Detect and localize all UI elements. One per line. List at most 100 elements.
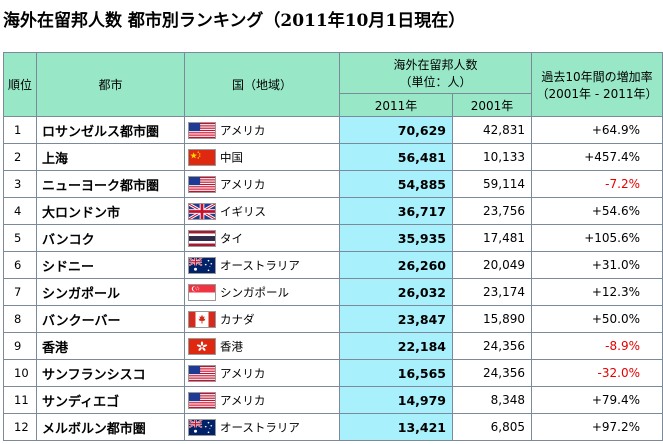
growth-rate-cell: +97.2% bbox=[531, 413, 663, 441]
australia-flag-icon bbox=[188, 256, 216, 274]
country-name: アメリカ bbox=[220, 393, 266, 407]
value-2011-cell: 56,481 bbox=[339, 143, 453, 171]
value-2001-cell: 59,114 bbox=[452, 170, 532, 198]
header-residents: 海外在留邦人数 （単位：人） bbox=[339, 52, 532, 94]
rank-cell: 3 bbox=[3, 170, 37, 198]
table-row: 6 シドニー オーストラリア 26,260 20,049 +31.0% bbox=[3, 251, 663, 279]
value-2011-cell: 22,184 bbox=[339, 332, 453, 360]
us-flag-icon bbox=[188, 175, 216, 193]
growth-rate-cell: +79.4% bbox=[531, 386, 663, 414]
singapore-flag-icon bbox=[188, 283, 216, 301]
table-row: 8 バンクーバー カナダ 23,847 15,890 +50.0% bbox=[3, 305, 663, 333]
rank-cell: 11 bbox=[3, 386, 37, 414]
header-rate-line2: （2001年 - 2011年） bbox=[536, 86, 658, 101]
rank-cell: 6 bbox=[3, 251, 37, 279]
table-row: 2 上海 中国 56,481 10,133 +457.4% bbox=[3, 143, 663, 171]
country-cell: カナダ bbox=[184, 305, 340, 333]
header-rank: 順位 bbox=[3, 52, 37, 117]
country-cell: アメリカ bbox=[184, 359, 340, 387]
country-name: シンガポール bbox=[220, 285, 289, 299]
country-cell: タイ bbox=[184, 224, 340, 252]
rank-cell: 5 bbox=[3, 224, 37, 252]
table-row: 9 香港 香港 22,184 24,356 -8.9% bbox=[3, 332, 663, 360]
header-city: 都市 bbox=[36, 52, 185, 117]
city-cell: 大ロンドン市 bbox=[36, 197, 185, 225]
growth-rate-cell: -32.0% bbox=[531, 359, 663, 387]
country-name: カナダ bbox=[220, 312, 255, 326]
header-year-2011: 2011年 bbox=[339, 93, 453, 117]
value-2001-cell: 23,756 bbox=[452, 197, 532, 225]
canada-flag-icon bbox=[188, 310, 216, 328]
city-cell: メルボルン都市圏 bbox=[36, 413, 185, 441]
city-cell: サンフランシスコ bbox=[36, 359, 185, 387]
table-row: 1 ロサンゼルス都市圏 アメリカ 70,629 42,831 +64.9% bbox=[3, 116, 663, 144]
value-2001-cell: 24,356 bbox=[452, 359, 532, 387]
country-cell: イギリス bbox=[184, 197, 340, 225]
value-2001-cell: 15,890 bbox=[452, 305, 532, 333]
city-cell: バンクーバー bbox=[36, 305, 185, 333]
growth-rate-cell: +54.6% bbox=[531, 197, 663, 225]
us-flag-icon bbox=[188, 391, 216, 409]
value-2001-cell: 23,174 bbox=[452, 278, 532, 306]
table-body: 1 ロサンゼルス都市圏 アメリカ 70,629 42,831 +64.9% 2 上海 中国 56,… bbox=[3, 116, 663, 441]
growth-rate-cell: -7.2% bbox=[531, 170, 663, 198]
country-name: イギリス bbox=[220, 204, 266, 218]
city-cell: ニューヨーク都市圏 bbox=[36, 170, 185, 198]
value-2011-cell: 70,629 bbox=[339, 116, 453, 144]
value-2011-cell: 13,421 bbox=[339, 413, 453, 441]
value-2011-cell: 16,565 bbox=[339, 359, 453, 387]
table-row: 7 シンガポール シンガポール 26,032 23,174 +12.3% bbox=[3, 278, 663, 306]
uk-flag-icon bbox=[188, 202, 216, 220]
country-cell: アメリカ bbox=[184, 386, 340, 414]
value-2001-cell: 17,481 bbox=[452, 224, 532, 252]
table-row: 4 大ロンドン市 イギリス 36,717 23,756 +54.6% bbox=[3, 197, 663, 225]
country-cell: シンガポール bbox=[184, 278, 340, 306]
value-2001-cell: 42,831 bbox=[452, 116, 532, 144]
country-cell: 香港 bbox=[184, 332, 340, 360]
header-rate: 過去10年間の増加率 （2001年 - 2011年） bbox=[531, 52, 663, 117]
country-name: オーストラリア bbox=[220, 258, 300, 272]
country-cell: オーストラリア bbox=[184, 251, 340, 279]
table-row: 12 メルボルン都市圏 オーストラリア 13,421 6,805 +97.2% bbox=[3, 413, 663, 441]
value-2001-cell: 24,356 bbox=[452, 332, 532, 360]
value-2011-cell: 23,847 bbox=[339, 305, 453, 333]
us-flag-icon bbox=[188, 364, 216, 382]
value-2011-cell: 26,032 bbox=[339, 278, 453, 306]
rank-cell: 9 bbox=[3, 332, 37, 360]
value-2011-cell: 26,260 bbox=[339, 251, 453, 279]
header-rate-line1: 過去10年間の増加率 bbox=[541, 69, 653, 84]
rank-cell: 12 bbox=[3, 413, 37, 441]
header-country: 国（地域） bbox=[184, 52, 340, 117]
header-residents-line1: 海外在留邦人数 bbox=[393, 58, 478, 72]
growth-rate-cell: -8.9% bbox=[531, 332, 663, 360]
thailand-flag-icon bbox=[188, 229, 216, 247]
country-cell: アメリカ bbox=[184, 170, 340, 198]
rank-cell: 8 bbox=[3, 305, 37, 333]
city-cell: シンガポール bbox=[36, 278, 185, 306]
country-name: アメリカ bbox=[220, 123, 266, 137]
value-2011-cell: 54,885 bbox=[339, 170, 453, 198]
rank-cell: 1 bbox=[3, 116, 37, 144]
city-cell: バンコク bbox=[36, 224, 185, 252]
country-name: アメリカ bbox=[220, 177, 266, 191]
growth-rate-cell: +105.6% bbox=[531, 224, 663, 252]
growth-rate-cell: +457.4% bbox=[531, 143, 663, 171]
value-2001-cell: 8,348 bbox=[452, 386, 532, 414]
us-flag-icon bbox=[188, 121, 216, 139]
rank-cell: 2 bbox=[3, 143, 37, 171]
country-name: アメリカ bbox=[220, 366, 266, 380]
china-flag-icon bbox=[188, 148, 216, 166]
ranking-table: 順位 都市 国（地域） 海外在留邦人数 （単位：人） 過去10年間の増加率 （2… bbox=[3, 52, 663, 441]
value-2001-cell: 6,805 bbox=[452, 413, 532, 441]
page-title: 海外在留邦人数 都市別ランキング（2011年10月1日現在） bbox=[3, 11, 466, 31]
city-cell: 上海 bbox=[36, 143, 185, 171]
value-2011-cell: 14,979 bbox=[339, 386, 453, 414]
value-2011-cell: 35,935 bbox=[339, 224, 453, 252]
country-cell: アメリカ bbox=[184, 116, 340, 144]
australia-flag-icon bbox=[188, 418, 216, 436]
country-name: タイ bbox=[220, 231, 243, 245]
city-cell: サンディエゴ bbox=[36, 386, 185, 414]
country-name: オーストラリア bbox=[220, 420, 300, 434]
table-row: 5 バンコク タイ 35,935 17,481 +105.6% bbox=[3, 224, 663, 252]
country-cell: 中国 bbox=[184, 143, 340, 171]
